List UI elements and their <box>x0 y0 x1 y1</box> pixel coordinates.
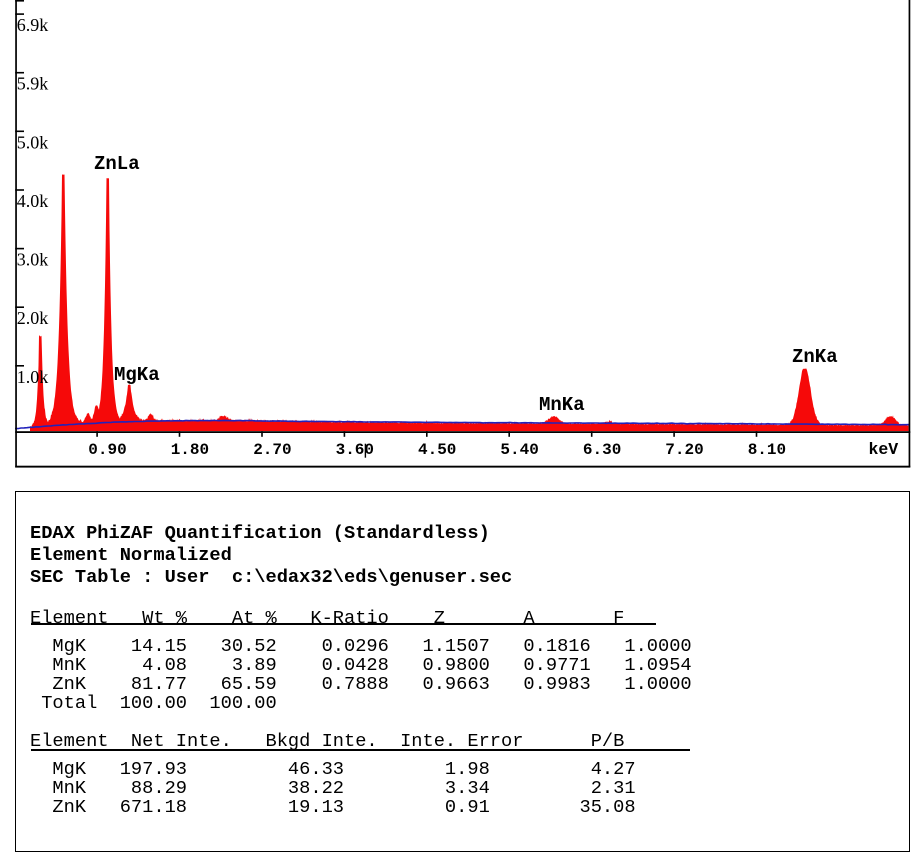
svg-text:MgKa: MgKa <box>114 364 160 386</box>
svg-text:1.0k: 1.0k <box>17 367 49 387</box>
svg-text:7.20: 7.20 <box>665 441 703 459</box>
svg-text:2.0k: 2.0k <box>17 308 49 328</box>
svg-text:MnKa: MnKa <box>539 394 585 416</box>
svg-text:0.90: 0.90 <box>88 441 126 459</box>
svg-text:6.30: 6.30 <box>583 441 621 459</box>
svg-text:ZnLa: ZnLa <box>94 153 140 175</box>
svg-text:4.0k: 4.0k <box>17 191 49 211</box>
svg-text:2.70: 2.70 <box>253 441 291 459</box>
svg-text:6.9k: 6.9k <box>17 15 49 35</box>
svg-text:3.0k: 3.0k <box>17 250 49 270</box>
svg-text:ZnKa: ZnKa <box>792 346 838 368</box>
svg-text:1.80: 1.80 <box>171 441 209 459</box>
svg-text:5.0k: 5.0k <box>17 132 49 152</box>
svg-text:4.50: 4.50 <box>418 441 456 459</box>
svg-text:5.9k: 5.9k <box>17 74 49 94</box>
svg-text:5.40: 5.40 <box>500 441 538 459</box>
svg-text:keV: keV <box>869 440 899 459</box>
svg-text:8.10: 8.10 <box>748 441 786 459</box>
svg-text:3.60: 3.60 <box>336 441 374 459</box>
